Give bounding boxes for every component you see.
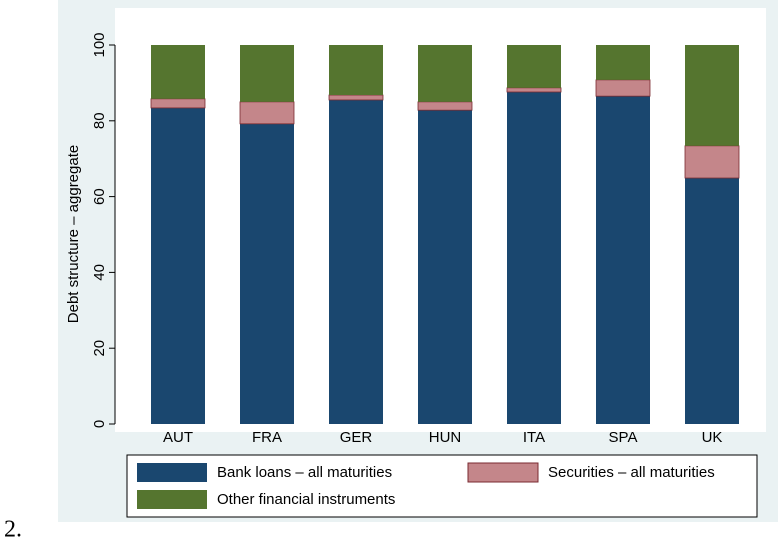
bar-segment xyxy=(596,45,650,80)
x-tick-label: HUN xyxy=(429,429,462,446)
bar-segment xyxy=(417,101,473,111)
x-tick-label: GER xyxy=(340,429,373,446)
bar-segment xyxy=(418,110,472,425)
x-tick-label: UK xyxy=(702,429,723,446)
bar-segment xyxy=(595,79,651,97)
legend xyxy=(126,454,758,518)
y-tick-label: 100 xyxy=(91,32,108,57)
bar-segment xyxy=(151,45,205,99)
y-tick-label: 20 xyxy=(91,340,108,357)
bar-segment xyxy=(151,107,205,424)
y-axis-label: Debt structure – aggregate xyxy=(65,145,82,323)
legend-swatch xyxy=(467,462,539,483)
bar-segment xyxy=(240,45,294,102)
bar-segment xyxy=(329,99,383,424)
y-tick-label: 60 xyxy=(91,188,108,205)
bar-segment xyxy=(329,45,383,96)
x-tick-label: AUT xyxy=(163,429,193,446)
bar-segment xyxy=(239,101,295,125)
legend-label: Securities – all maturities xyxy=(548,464,715,481)
legend-label: Bank loans – all maturities xyxy=(217,464,392,481)
bar-segment xyxy=(685,178,739,424)
legend-swatch xyxy=(137,490,207,509)
bar-segment xyxy=(596,96,650,424)
y-tick-label: 80 xyxy=(91,112,108,129)
bar-segment xyxy=(507,91,561,424)
x-tick-label: SPA xyxy=(609,429,638,446)
footer: 2. xyxy=(4,517,22,543)
bar-segment xyxy=(418,45,472,102)
bar-segment xyxy=(685,45,739,146)
legend-swatch xyxy=(137,463,207,482)
x-tick-label: FRA xyxy=(252,429,282,446)
bar-segment xyxy=(328,94,384,101)
x-tick-label: ITA xyxy=(523,429,545,446)
y-tick-label: 40 xyxy=(91,264,108,281)
bar-segment xyxy=(150,98,206,109)
bar-segment xyxy=(684,145,740,179)
bar-segment xyxy=(507,45,561,88)
bar-segment xyxy=(506,87,562,93)
y-tick-label: 0 xyxy=(91,420,108,428)
bar-segment xyxy=(240,123,294,424)
legend-label: Other financial instruments xyxy=(217,491,395,508)
